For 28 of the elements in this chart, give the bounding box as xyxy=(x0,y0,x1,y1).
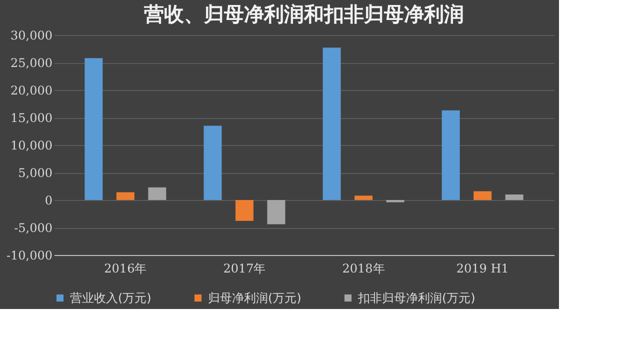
y-tick-label: -10,000 xyxy=(6,248,52,262)
legend-label: 归母净利润(万元) xyxy=(208,291,302,305)
bar xyxy=(354,196,373,200)
legend-label: 扣非归母净利润(万元) xyxy=(357,291,476,305)
x-tick-label: 2016年 xyxy=(104,262,147,276)
bar xyxy=(116,192,134,200)
bar xyxy=(84,58,103,200)
bar xyxy=(505,194,524,200)
bar xyxy=(235,200,254,221)
bar xyxy=(322,48,341,200)
y-tick-label: 0 xyxy=(44,194,52,208)
y-tick-label: 15,000 xyxy=(10,111,52,125)
y-tick-label: 25,000 xyxy=(10,56,52,70)
y-tick-label: 30,000 xyxy=(10,28,52,42)
bar xyxy=(474,191,492,200)
bar xyxy=(148,187,166,200)
chart-title: 营收、归母净利润和扣非归母净利润 xyxy=(143,2,464,26)
y-tick-label: -5,000 xyxy=(14,221,52,235)
bar xyxy=(204,126,222,200)
bar xyxy=(267,200,286,224)
y-tick-label: 20,000 xyxy=(10,84,52,98)
x-tick-label: 2019 H1 xyxy=(456,262,509,276)
bar xyxy=(442,110,460,200)
y-tick-label: 10,000 xyxy=(10,138,52,152)
x-tick-label: 2017年 xyxy=(223,262,266,276)
x-tick-label: 2018年 xyxy=(342,262,385,276)
y-tick-label: 5,000 xyxy=(18,166,52,180)
legend-label: 营业收入(万元) xyxy=(70,291,152,305)
